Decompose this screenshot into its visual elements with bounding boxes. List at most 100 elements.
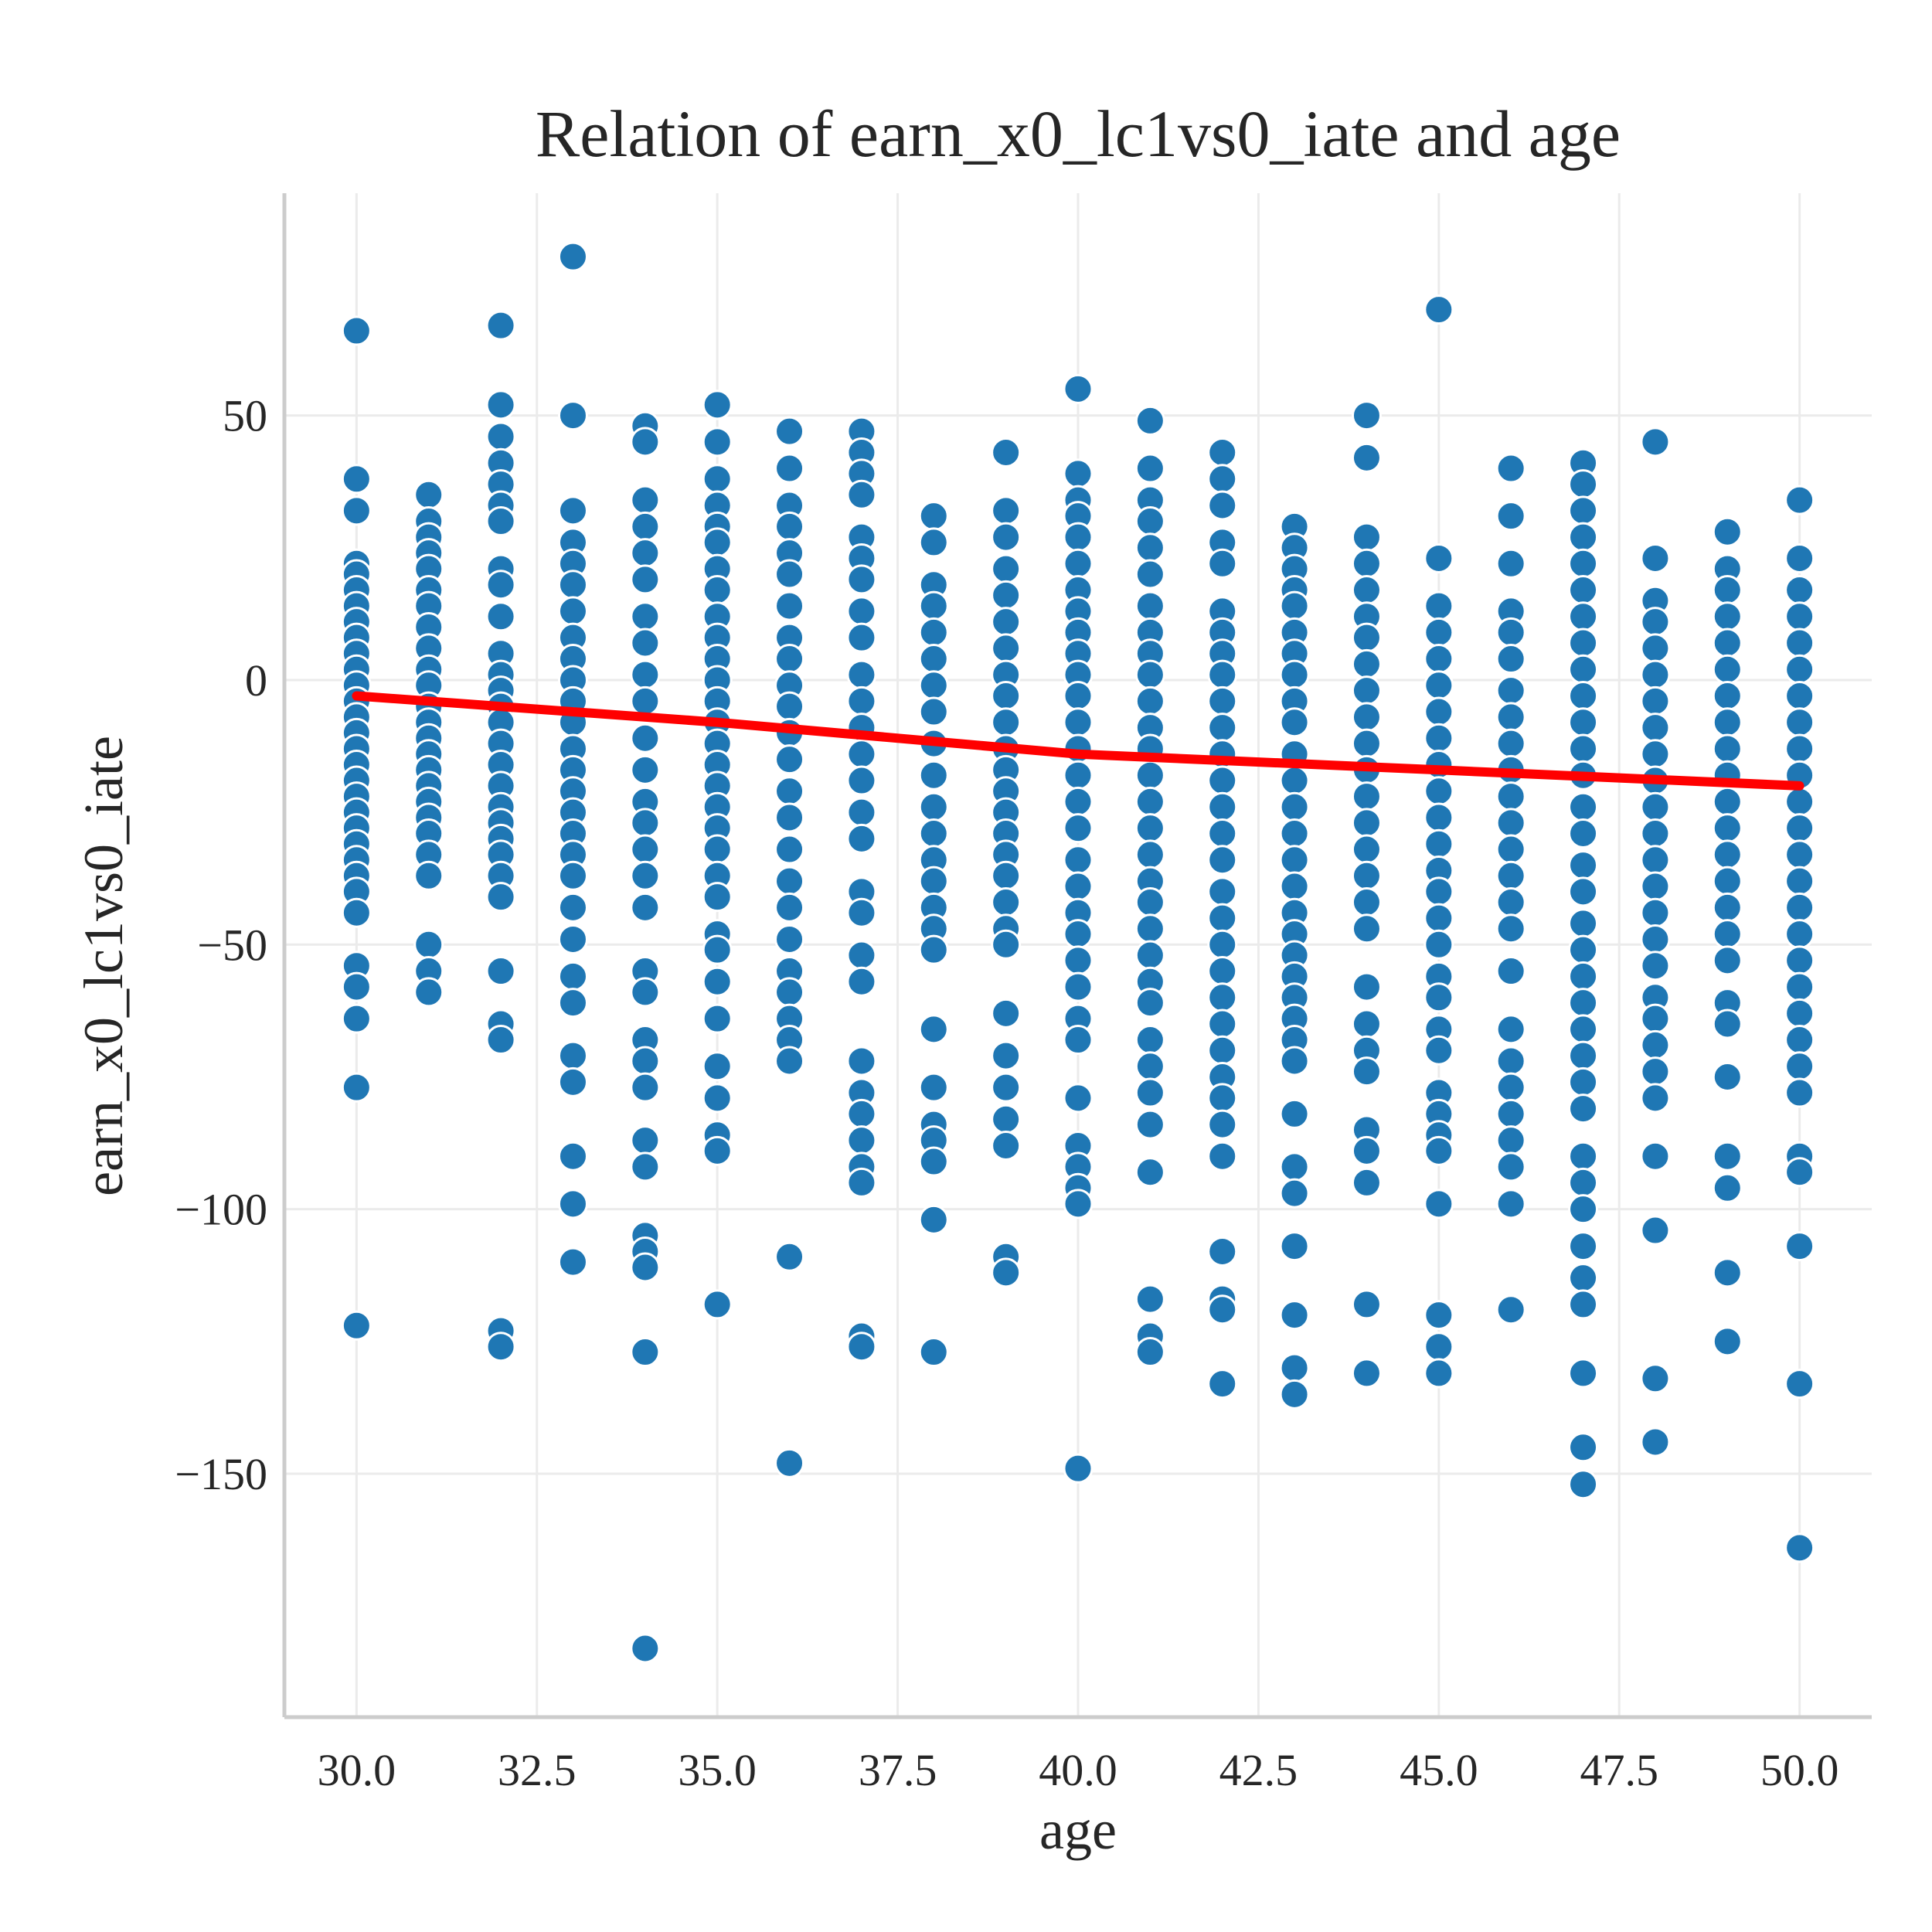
scatter-point	[1640, 1083, 1671, 1114]
scatter-point	[1784, 998, 1815, 1029]
scatter-point	[1351, 913, 1382, 944]
scatter-point	[341, 315, 372, 346]
scatter-point	[1423, 644, 1454, 675]
scatter-point	[1134, 659, 1165, 690]
scatter-point	[1207, 437, 1238, 468]
scatter-point	[1568, 1432, 1599, 1463]
scatter-point	[1351, 1289, 1382, 1320]
scatter-point	[1207, 903, 1238, 934]
scatter-point	[1351, 971, 1382, 1002]
scatter-point	[630, 1072, 661, 1103]
scatter-point	[1279, 707, 1310, 738]
scatter-point	[1784, 543, 1815, 573]
scatter-point	[1134, 1025, 1165, 1056]
trend-line-group	[352, 691, 1804, 791]
scatter-point	[1568, 575, 1599, 606]
scatter-point	[1207, 1294, 1238, 1325]
scatter-point	[1495, 1046, 1526, 1077]
scatter-point	[1351, 522, 1382, 553]
scatter-point	[1134, 1337, 1165, 1368]
scatter-point	[1279, 1098, 1310, 1129]
scatter-point	[1495, 617, 1526, 648]
scatter-point	[1495, 834, 1526, 865]
scatter-point	[1134, 913, 1165, 944]
scatter-point	[1279, 1352, 1310, 1383]
scatter-point	[1134, 1051, 1165, 1082]
scatter-point	[1423, 828, 1454, 859]
scatter-point	[846, 1125, 877, 1156]
scatter-point	[1568, 628, 1599, 658]
scatter-point	[1207, 1083, 1238, 1114]
y-tick-label: 50	[223, 391, 267, 441]
scatter-point	[1207, 490, 1238, 521]
scatter-point	[918, 696, 949, 727]
scatter-point	[557, 988, 588, 1019]
scatter-point	[1784, 485, 1815, 515]
scatter-point	[1640, 1363, 1671, 1394]
scatter-point	[1568, 1263, 1599, 1294]
y-tick-label: 0	[245, 655, 267, 706]
scatter-point	[846, 823, 877, 854]
scatter-point	[1784, 919, 1815, 950]
scatter-point	[1568, 1014, 1599, 1045]
scatter-point	[630, 1633, 661, 1664]
scatter-point	[1207, 1009, 1238, 1039]
scatter-point	[846, 1167, 877, 1198]
x-tick-label: 42.5	[1219, 1745, 1298, 1795]
scatter-point	[1712, 866, 1743, 896]
scatter-point	[846, 596, 877, 627]
x-tick-label: 45.0	[1400, 1745, 1478, 1795]
scatter-point	[1712, 707, 1743, 738]
scatter-point	[1207, 818, 1238, 849]
scatter-point	[702, 1135, 733, 1166]
scatter-point	[1712, 813, 1743, 844]
scatter-point	[1640, 845, 1671, 876]
scatter-point	[1712, 601, 1743, 632]
scatter-point	[1495, 956, 1526, 987]
scatter-point	[1640, 791, 1671, 822]
scatter-point	[1063, 680, 1094, 711]
scatter-point	[774, 453, 805, 484]
scatter-point	[1207, 713, 1238, 743]
scatter-point	[485, 1025, 516, 1056]
scatter-point	[1134, 590, 1165, 621]
scatter-point	[557, 241, 588, 272]
scatter-point	[1640, 1215, 1671, 1246]
scatter-point	[1063, 548, 1094, 579]
scatter-point	[918, 644, 949, 675]
scatter-point	[774, 416, 805, 447]
scatter-point	[485, 421, 516, 452]
scatter-point	[1423, 929, 1454, 960]
scatter-point	[846, 966, 877, 997]
scatter-point	[1207, 929, 1238, 960]
scatter-point	[991, 633, 1022, 664]
scatter-point	[1207, 791, 1238, 822]
scatter-point	[774, 644, 805, 675]
scatter-point	[1351, 1056, 1382, 1087]
scatter-point	[846, 897, 877, 928]
scatter-point	[1207, 765, 1238, 796]
scatter-point	[1207, 982, 1238, 1013]
scatter-point	[1351, 702, 1382, 733]
scatter-point	[991, 1131, 1022, 1161]
scatter-point	[774, 590, 805, 621]
scatter-point	[1134, 532, 1165, 563]
scatter-point	[846, 1098, 877, 1129]
scatter-point	[702, 427, 733, 457]
scatter-point	[1279, 818, 1310, 849]
scatter-point	[918, 818, 949, 849]
scatter-point	[991, 1072, 1022, 1103]
scatter-point	[1423, 876, 1454, 907]
scatter-point	[1712, 919, 1743, 950]
scatter-point	[1351, 1167, 1382, 1198]
scatter-point	[1568, 988, 1599, 1019]
scatter-point	[1712, 1009, 1743, 1039]
scatter-point	[557, 860, 588, 891]
x-tick-label: 35.0	[678, 1745, 757, 1795]
scatter-point	[1423, 1135, 1454, 1166]
scatter-point	[774, 1447, 805, 1478]
scatter-point	[1568, 850, 1599, 881]
scatter-point	[485, 882, 516, 913]
scatter-point	[1134, 988, 1165, 1019]
